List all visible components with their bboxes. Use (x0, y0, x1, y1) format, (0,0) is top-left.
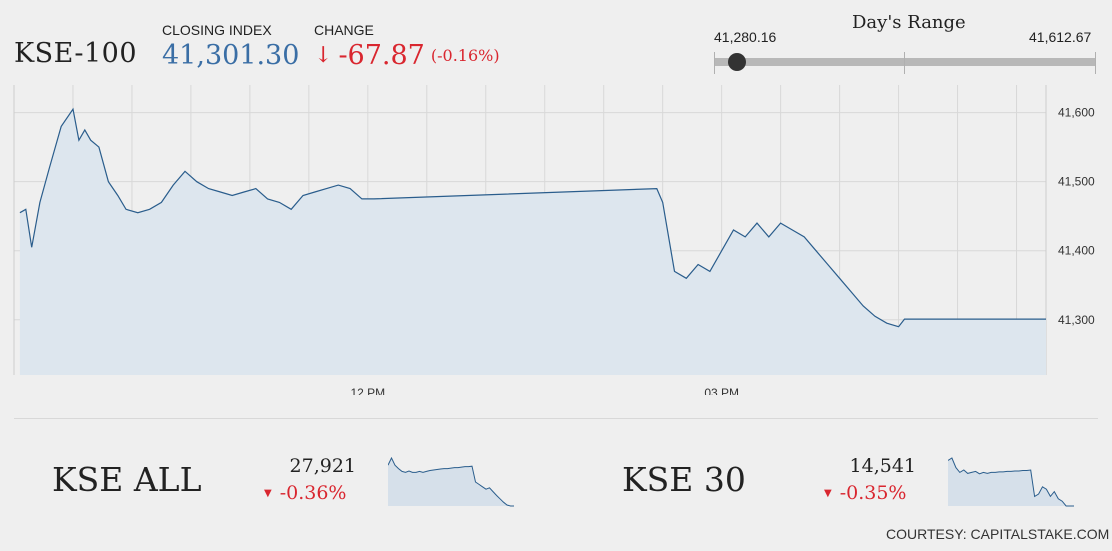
down-arrow-icon: ↓ (314, 43, 333, 68)
mini-index-change-row: ▼ -0.35% (824, 482, 906, 504)
mini-index-value: 27,921 (289, 455, 356, 477)
mini-series-line (388, 456, 514, 507)
change-label: CHANGE (314, 22, 374, 38)
mini-series-line (948, 457, 1074, 507)
days-range-marker (727, 53, 746, 71)
y-tick-label: 41,300 (1058, 313, 1095, 327)
down-triangle-icon: ▼ (824, 488, 832, 499)
change-row: ↓ -67.87 (-0.16%) (314, 40, 500, 71)
mini-index-change-row: ▼ -0.36% (264, 482, 346, 504)
x-tick-label: 03 PM (704, 386, 739, 395)
x-tick-label: 12 PM (350, 386, 385, 395)
days-range-high: 41,612.67 (1029, 29, 1092, 45)
change-value: -67.87 (338, 40, 425, 71)
y-tick-label: 41,600 (1058, 106, 1095, 120)
y-tick-label: 41,500 (1058, 175, 1095, 189)
down-triangle-icon: ▼ (264, 488, 272, 499)
days-range-low: 41,280.16 (714, 29, 777, 45)
days-range-title: Day's Range (852, 12, 966, 33)
divider (14, 418, 1098, 419)
days-range-bar (714, 58, 1096, 66)
index-name: KSE-100 (14, 38, 138, 69)
mini-index-change: -0.36% (279, 482, 347, 504)
closing-index-label: CLOSING INDEX (162, 22, 272, 38)
courtesy-credit: COURTESY: CAPITALSTAKE.COM (886, 526, 1110, 542)
change-percent: (-0.16%) (430, 46, 500, 65)
mini-index-name: KSE ALL (52, 460, 202, 499)
intraday-chart: 41,300 41,400 41,500 41,600 12 PM 03 PM (13, 85, 1095, 395)
y-tick-label: 41,400 (1058, 244, 1095, 258)
mini-chart-kse-all (388, 456, 514, 507)
days-range-tick (1095, 52, 1096, 74)
series-area (19, 109, 1046, 375)
mini-index-name: KSE 30 (622, 460, 746, 499)
days-range-tick (714, 52, 715, 74)
series-line (19, 107, 1046, 328)
mini-series-area (948, 458, 1074, 506)
mini-index-change: -0.35% (839, 482, 907, 504)
closing-index-value: 41,301.30 (162, 40, 300, 71)
days-range-tick (904, 52, 905, 74)
mini-index-value: 14,541 (849, 455, 916, 477)
mini-series-area (388, 458, 514, 506)
mini-chart-kse-30 (948, 457, 1074, 507)
